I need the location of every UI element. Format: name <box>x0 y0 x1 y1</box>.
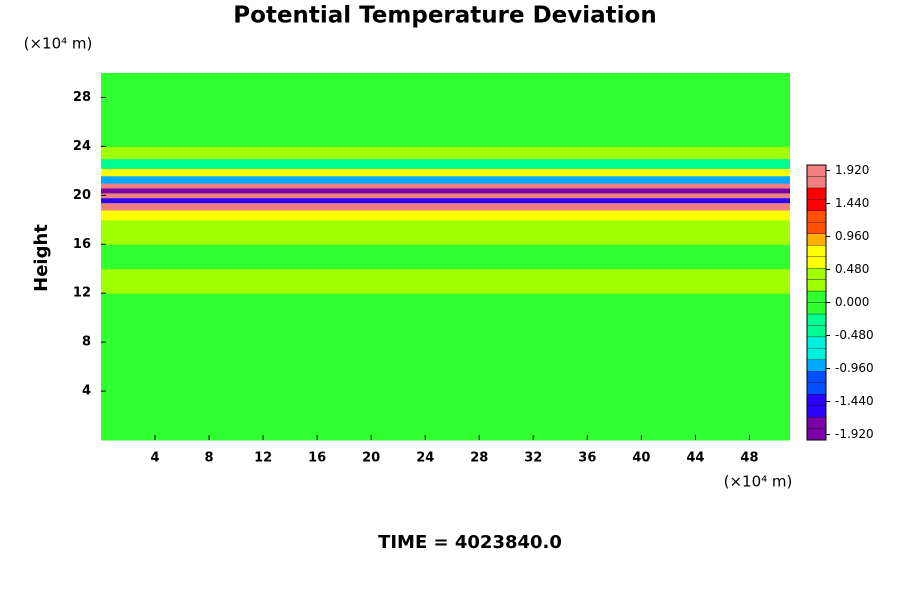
colorbar-tick-label: -0.960 <box>835 361 874 375</box>
colorbar-tick-label: 0.480 <box>835 262 869 276</box>
heat-cell <box>101 210 790 221</box>
colorbar-swatch <box>806 325 827 338</box>
x-tick-label: 32 <box>524 451 542 466</box>
colorbar-swatch <box>806 267 827 280</box>
colorbar-swatch <box>806 245 827 257</box>
x-unit: (×10⁴ m) <box>724 473 793 491</box>
colorbar-swatch <box>806 164 827 177</box>
x-tick-label: 20 <box>362 451 380 466</box>
colorbar-swatch <box>806 302 827 315</box>
x-tick-label: 8 <box>205 451 214 466</box>
colorbar-swatch <box>806 336 827 349</box>
x-tick-label: 40 <box>632 451 650 466</box>
x-tick-label: 4 <box>151 451 160 466</box>
colorbar-tick-label: 1.920 <box>835 163 869 177</box>
colorbar-swatch <box>806 222 827 234</box>
y-axis-label: Height <box>31 224 52 292</box>
x-tick-label: 48 <box>740 451 758 466</box>
colorbar-tick-label: -0.480 <box>835 328 874 342</box>
heat-cell <box>101 293 790 319</box>
colorbar-swatch <box>806 290 827 303</box>
colorbar-swatch <box>806 416 827 429</box>
colorbar-swatch <box>806 199 827 211</box>
heat-cell <box>101 268 790 294</box>
colorbar-tick-label: -1.440 <box>835 394 874 408</box>
colorbar-swatch <box>806 233 827 246</box>
colorbar-swatch <box>806 394 827 406</box>
y-tick-label: 12 <box>73 286 91 301</box>
colorbar-swatch <box>806 256 827 269</box>
colorbar-tick-label: 0.960 <box>835 229 869 243</box>
colorbar-swatch <box>806 428 827 441</box>
heat-cell <box>101 175 790 184</box>
heat-cell <box>101 73 790 147</box>
colorbar-tick-label: 0.000 <box>835 295 869 309</box>
footer: TIME = 4023840.0 <box>378 532 562 553</box>
colorbar-swatch <box>806 359 827 372</box>
y-tick-label: 4 <box>82 384 91 399</box>
x-tick-label: 36 <box>578 451 596 466</box>
colorbar-tick-label: 1.440 <box>835 196 869 210</box>
heat-cell <box>101 192 790 199</box>
y-unit: (×10⁴ m) <box>24 35 93 53</box>
heat-cell <box>101 317 790 441</box>
heat-cell <box>101 202 790 211</box>
heat-cell <box>101 197 790 204</box>
heat-cell <box>101 158 790 169</box>
colorbar-swatch <box>806 187 827 200</box>
colorbar-swatch <box>806 405 827 418</box>
y-tick-label: 8 <box>82 335 91 350</box>
y-tick-label: 28 <box>73 90 91 105</box>
heat-cell <box>101 183 790 189</box>
colorbar-swatch <box>806 382 827 395</box>
y-tick-label: 24 <box>73 139 91 154</box>
colorbar-swatch <box>806 371 827 383</box>
colorbar-swatch <box>806 348 827 360</box>
colorbar-swatch <box>806 176 827 189</box>
heat-cell <box>101 146 790 160</box>
y-tick-label: 20 <box>73 188 91 203</box>
colorbar-swatch <box>806 279 827 292</box>
x-tick-label: 28 <box>470 451 488 466</box>
heat-cell <box>101 244 790 270</box>
x-tick-label: 12 <box>254 451 272 466</box>
chart-title: Potential Temperature Deviation <box>233 3 657 29</box>
x-tick-label: 44 <box>686 451 704 466</box>
colorbar-tick-label: -1.920 <box>835 427 874 441</box>
colorbar-swatch <box>806 210 827 223</box>
heat-cell <box>101 168 790 177</box>
colorbar-swatch <box>806 313 827 326</box>
x-tick-label: 24 <box>416 451 434 466</box>
heat-cell <box>101 187 790 194</box>
heat-cell <box>101 219 790 245</box>
x-tick-label: 16 <box>308 451 326 466</box>
y-tick-label: 16 <box>73 237 91 252</box>
